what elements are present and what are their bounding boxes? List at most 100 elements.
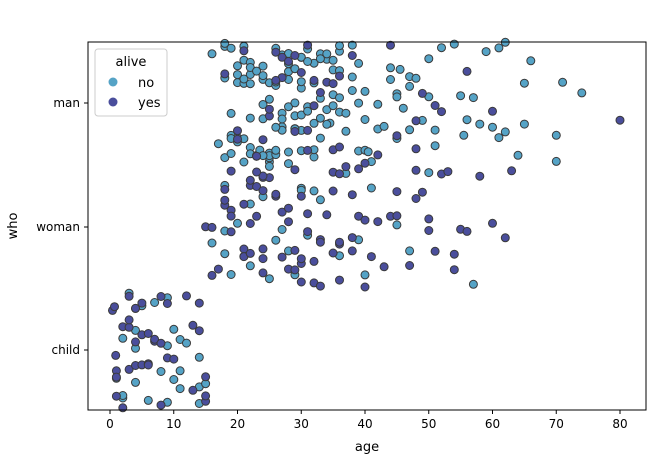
point-man-no bbox=[405, 125, 415, 135]
point-man-no bbox=[341, 108, 351, 118]
point-woman-no bbox=[315, 195, 325, 205]
point-child-yes bbox=[188, 385, 198, 395]
point-woman-no bbox=[468, 279, 478, 289]
point-woman-yes bbox=[366, 252, 376, 262]
y-tick-label-man: man bbox=[53, 96, 80, 110]
x-tick-label: 30 bbox=[294, 417, 309, 431]
point-child-yes bbox=[150, 334, 160, 344]
point-man-yes bbox=[309, 75, 319, 85]
point-man-no bbox=[252, 66, 262, 76]
legend: alive no yes bbox=[94, 48, 168, 117]
point-woman-yes bbox=[392, 187, 402, 197]
point-man-no bbox=[494, 43, 504, 53]
point-man-no bbox=[226, 108, 236, 118]
point-man-no bbox=[347, 86, 357, 95]
point-woman-yes bbox=[296, 254, 306, 264]
point-man-yes bbox=[271, 47, 281, 57]
point-woman-no bbox=[424, 168, 434, 178]
point-child-yes bbox=[156, 400, 166, 410]
point-man-no bbox=[411, 73, 421, 83]
point-child-yes bbox=[137, 298, 147, 308]
point-man-no bbox=[468, 93, 478, 103]
point-man-no bbox=[315, 113, 325, 123]
point-child-yes bbox=[111, 372, 121, 382]
point-man-no bbox=[309, 118, 319, 128]
point-man-yes bbox=[347, 51, 357, 60]
point-man-yes bbox=[271, 75, 281, 85]
point-man-no bbox=[449, 39, 459, 49]
point-child-no bbox=[175, 384, 185, 394]
point-woman-yes bbox=[443, 167, 453, 177]
point-man-no bbox=[226, 43, 236, 53]
legend-marker-no bbox=[108, 77, 118, 87]
point-child-yes bbox=[143, 329, 153, 338]
point-woman-yes bbox=[354, 164, 364, 174]
x-tick-label: 80 bbox=[612, 417, 627, 431]
point-woman-yes bbox=[245, 219, 255, 228]
point-child-no bbox=[175, 366, 185, 376]
point-woman-yes bbox=[303, 209, 313, 219]
y-ticks: man woman child bbox=[36, 96, 88, 357]
point-man-yes bbox=[220, 69, 230, 79]
point-man-no bbox=[373, 99, 383, 109]
point-child-yes bbox=[118, 403, 128, 413]
point-man-no bbox=[328, 55, 338, 65]
point-child-yes bbox=[131, 303, 140, 313]
point-woman-yes bbox=[449, 265, 459, 275]
point-man-no bbox=[233, 61, 242, 71]
point-man-no bbox=[271, 145, 281, 155]
point-man-no bbox=[354, 58, 364, 68]
point-man-no bbox=[322, 49, 332, 59]
point-child-yes bbox=[111, 350, 121, 360]
point-woman-yes bbox=[411, 165, 421, 175]
point-man-yes bbox=[335, 142, 344, 152]
point-man-no bbox=[424, 54, 434, 64]
point-man-yes bbox=[233, 134, 242, 144]
point-man-yes bbox=[328, 79, 338, 89]
point-woman-yes bbox=[207, 270, 217, 280]
point-man-no bbox=[386, 63, 395, 73]
point-man-yes bbox=[309, 101, 319, 111]
point-woman-no bbox=[366, 183, 376, 193]
point-man-no bbox=[456, 91, 466, 101]
point-man-no bbox=[245, 113, 255, 123]
point-woman-yes bbox=[411, 194, 421, 203]
point-man-no bbox=[258, 61, 268, 71]
point-man-no bbox=[207, 49, 217, 59]
point-woman-yes bbox=[335, 169, 344, 179]
point-woman-no bbox=[233, 218, 242, 228]
point-man-no bbox=[322, 105, 332, 115]
point-man-no bbox=[341, 126, 351, 136]
point-man-yes bbox=[411, 116, 421, 126]
point-woman-yes bbox=[220, 195, 230, 205]
point-woman-yes bbox=[207, 222, 217, 232]
point-man-no bbox=[303, 106, 313, 116]
point-woman-yes bbox=[462, 226, 472, 236]
point-woman-yes bbox=[258, 244, 268, 254]
point-woman-yes bbox=[379, 262, 389, 272]
point-man-yes bbox=[615, 115, 625, 125]
point-man-no bbox=[220, 38, 230, 48]
legend-label-no: no bbox=[138, 76, 154, 91]
point-man-no bbox=[363, 147, 373, 157]
point-woman-yes bbox=[373, 217, 383, 227]
point-woman-no bbox=[264, 274, 274, 284]
point-woman-yes bbox=[284, 217, 293, 227]
y-tick-label-woman: woman bbox=[36, 220, 80, 234]
point-woman-no bbox=[392, 220, 402, 230]
point-woman-yes bbox=[488, 218, 497, 228]
point-man-no bbox=[405, 81, 415, 91]
point-woman-yes bbox=[239, 199, 249, 209]
point-child-yes bbox=[188, 320, 198, 330]
point-child-yes bbox=[143, 360, 153, 370]
point-woman-yes bbox=[296, 277, 306, 287]
point-man-yes bbox=[373, 150, 383, 160]
point-woman-yes bbox=[258, 254, 268, 264]
point-woman-yes bbox=[277, 252, 287, 262]
point-woman-yes bbox=[315, 237, 325, 247]
point-man-no bbox=[258, 71, 268, 81]
point-child-yes bbox=[110, 302, 119, 312]
point-man-no bbox=[277, 114, 287, 124]
point-woman-no bbox=[405, 246, 415, 256]
point-man-no bbox=[494, 133, 504, 143]
